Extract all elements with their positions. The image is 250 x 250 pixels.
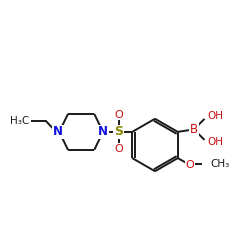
- Text: O: O: [185, 160, 194, 170]
- Text: H₃C: H₃C: [10, 116, 29, 126]
- Text: OH: OH: [208, 112, 224, 122]
- Text: N: N: [53, 126, 63, 138]
- Text: S: S: [114, 126, 123, 138]
- Text: N: N: [98, 126, 108, 138]
- Text: O: O: [114, 144, 123, 154]
- Text: OH: OH: [208, 138, 224, 147]
- Text: O: O: [114, 110, 123, 120]
- Text: B: B: [190, 123, 198, 136]
- Text: CH₃: CH₃: [211, 160, 230, 170]
